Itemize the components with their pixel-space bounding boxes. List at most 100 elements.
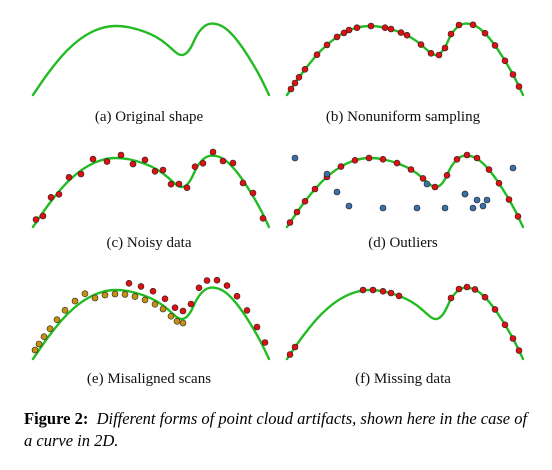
- sample-point: [506, 197, 512, 203]
- panel-missing-data: (f) Missing data: [287, 284, 523, 387]
- panel-original-shape: (a) Original shape: [33, 24, 269, 125]
- sample-point: [296, 74, 302, 80]
- noisy-point: [168, 181, 174, 187]
- misaligned-point-scan-a: [36, 341, 42, 347]
- misaligned-point-scan-b: [214, 277, 220, 283]
- noisy-point: [210, 149, 216, 155]
- sample-point: [470, 22, 476, 28]
- noisy-point: [78, 171, 84, 177]
- outlier-point: [414, 205, 420, 211]
- sample-point: [388, 26, 394, 32]
- noisy-point: [152, 168, 158, 174]
- outlier-point: [474, 197, 480, 203]
- sample-point: [352, 157, 358, 163]
- sample-point: [294, 209, 300, 215]
- outlier-point: [480, 203, 486, 209]
- sample-point: [408, 167, 414, 173]
- misaligned-point-scan-a: [41, 334, 47, 340]
- misaligned-point-scan-b: [196, 285, 202, 291]
- misaligned-point-scan-a: [132, 294, 138, 300]
- misaligned-point-scan-a: [32, 347, 38, 353]
- outlier-point: [510, 165, 516, 171]
- sample-point: [502, 322, 508, 328]
- misaligned-point-scan-a: [47, 326, 53, 332]
- panel-label-nonuniform-sampling: (b) Nonuniform sampling: [326, 109, 481, 125]
- sample-point: [312, 186, 318, 192]
- sample-point: [510, 72, 516, 78]
- misaligned-point-scan-b: [204, 278, 210, 284]
- sample-point: [380, 288, 386, 294]
- noisy-point: [142, 157, 148, 163]
- panel-outliers: (d) Outliers: [287, 152, 523, 251]
- figure-canvas: (a) Original shape (b) Nonuniform sampli…: [0, 0, 552, 400]
- sample-point: [448, 295, 454, 301]
- sample-point: [292, 344, 298, 350]
- noisy-point: [48, 194, 54, 200]
- sample-point: [346, 27, 352, 33]
- panel-label-original-shape: (a) Original shape: [95, 109, 204, 125]
- caption-prefix: Figure 2:: [24, 409, 88, 428]
- noisy-point: [160, 167, 166, 173]
- sample-point: [368, 23, 374, 29]
- outlier-point: [334, 189, 340, 195]
- misaligned-point-scan-a: [82, 291, 88, 297]
- sample-point: [502, 58, 508, 64]
- sample-point: [456, 22, 462, 28]
- sample-point: [302, 198, 308, 204]
- panel-noisy-data: (c) Noisy data: [33, 149, 269, 251]
- sample-point: [366, 155, 372, 161]
- misaligned-point-scan-a: [54, 317, 60, 323]
- noisy-point: [56, 191, 62, 197]
- misaligned-point-scan-b: [262, 340, 268, 346]
- outlier-point: [462, 191, 468, 197]
- outlier-point: [324, 171, 330, 177]
- misaligned-point-scan-b: [126, 280, 132, 286]
- outlier-point: [484, 197, 490, 203]
- noisy-point: [104, 159, 110, 165]
- sample-point: [448, 31, 454, 37]
- outlier-point: [292, 155, 298, 161]
- panel-label-misaligned-scans: (e) Misaligned scans: [87, 371, 211, 387]
- noisy-point: [130, 161, 136, 167]
- sample-point: [482, 294, 488, 300]
- noisy-point: [260, 215, 266, 221]
- noisy-point: [250, 190, 256, 196]
- noisy-point: [118, 152, 124, 158]
- noisy-point: [200, 160, 206, 166]
- original-curve: [33, 24, 269, 95]
- outlier-point: [380, 205, 386, 211]
- noisy-point: [176, 181, 182, 187]
- sample-point: [394, 160, 400, 166]
- misaligned-point-scan-b: [234, 293, 240, 299]
- outlier-point: [346, 203, 352, 209]
- sample-point: [324, 42, 330, 48]
- sample-point: [486, 167, 492, 173]
- misaligned-point-scan-b: [162, 296, 168, 302]
- sample-point: [292, 80, 298, 86]
- sample-point: [472, 286, 478, 292]
- panel-label-outliers: (d) Outliers: [368, 235, 438, 251]
- sample-point: [442, 45, 448, 51]
- misaligned-point-scan-b: [150, 288, 156, 294]
- sample-point: [380, 156, 386, 162]
- sample-point: [432, 184, 438, 190]
- misaligned-point-scan-b: [188, 301, 194, 307]
- misaligned-point-scan-a: [102, 292, 108, 298]
- misaligned-point-scan-b: [138, 283, 144, 289]
- sample-point: [334, 34, 340, 40]
- sample-point: [464, 284, 470, 290]
- figure-caption: Figure 2: Different forms of point cloud…: [24, 408, 534, 452]
- noisy-point: [33, 217, 39, 223]
- noisy-point: [230, 160, 236, 166]
- sample-point: [516, 84, 522, 90]
- noisy-point: [220, 158, 226, 164]
- sample-point: [492, 306, 498, 312]
- misaligned-point-scan-b: [172, 305, 178, 311]
- sample-point: [404, 32, 410, 38]
- sample-point: [436, 52, 442, 58]
- sample-point: [420, 175, 426, 181]
- misaligned-point-scan-a: [142, 297, 148, 303]
- sample-point: [287, 220, 293, 226]
- panel-label-noisy-data: (c) Noisy data: [107, 235, 192, 251]
- misaligned-point-scan-a: [160, 306, 166, 312]
